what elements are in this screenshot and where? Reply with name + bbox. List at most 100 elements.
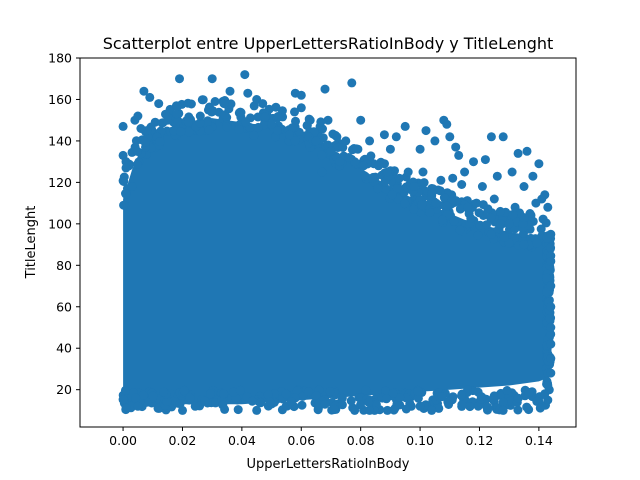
y-tick-label: 160 [48, 92, 72, 107]
data-point [332, 132, 342, 142]
data-point [368, 173, 378, 183]
data-point [366, 151, 376, 161]
data-point [267, 119, 277, 129]
data-point [474, 208, 484, 218]
data-point [488, 394, 498, 404]
data-point [513, 405, 523, 415]
data-point [320, 84, 330, 94]
data-point [236, 108, 246, 117]
data-point [229, 387, 238, 397]
data-point [388, 388, 398, 398]
data-point [395, 393, 405, 402]
data-point [442, 201, 452, 211]
data-point [498, 405, 508, 415]
data-point [252, 405, 262, 415]
data-point [373, 184, 383, 194]
data-point [400, 121, 410, 131]
data-point [546, 339, 556, 349]
data-point [421, 126, 431, 136]
data-point [546, 256, 556, 266]
data-point [499, 232, 509, 242]
data-point [240, 70, 250, 80]
data-point [210, 97, 220, 106]
y-tick-label: 80 [56, 258, 72, 273]
data-point [290, 136, 300, 146]
data-point [207, 107, 216, 117]
x-axis-title: UpperLettersRatioInBody [247, 457, 410, 472]
data-point [425, 207, 435, 217]
y-tick-label: 140 [48, 133, 72, 148]
data-point [119, 177, 129, 186]
data-point [381, 394, 391, 404]
data-point [538, 214, 548, 224]
data-point [415, 144, 425, 154]
data-point [139, 86, 149, 96]
data-point [473, 230, 483, 240]
data-point [292, 386, 302, 396]
data-point [329, 404, 339, 414]
data-point [356, 400, 365, 410]
data-point [356, 115, 366, 125]
data-point [361, 385, 371, 395]
data-point [381, 386, 390, 396]
data-point [510, 202, 520, 212]
x-axis: 0.00 0.02 0.04 0.06 0.08 0.10 0.12 0.14 [109, 427, 553, 448]
data-point [546, 302, 556, 312]
data-point [297, 400, 307, 410]
data-point [119, 200, 129, 210]
x-tick-label: 0.10 [406, 433, 434, 448]
data-point [263, 390, 273, 400]
data-point [335, 157, 345, 167]
data-point [535, 403, 545, 413]
data-point [195, 118, 205, 128]
data-point [273, 126, 282, 136]
data-point [486, 132, 496, 142]
data-point [234, 125, 244, 135]
data-point [138, 390, 148, 400]
data-point [409, 204, 419, 214]
data-point [260, 112, 270, 122]
data-point [409, 182, 419, 191]
data-point [418, 167, 428, 177]
y-axis: 20 40 60 80 100 120 140 160 180 [48, 51, 80, 397]
data-point [401, 404, 411, 414]
data-point [133, 111, 143, 121]
data-point [287, 123, 297, 133]
data-point [528, 171, 538, 181]
data-point [387, 190, 397, 200]
data-point [325, 387, 335, 396]
data-point [207, 74, 217, 84]
data-point [148, 391, 158, 401]
data-point [344, 153, 354, 162]
data-point [400, 199, 410, 209]
data-point [163, 115, 173, 125]
data-point [235, 385, 245, 395]
data-point [546, 368, 556, 378]
y-tick-label: 180 [48, 51, 72, 66]
data-point [504, 219, 514, 229]
data-point [374, 161, 383, 171]
data-point [172, 109, 181, 119]
chart-title: Scatterplot entre UpperLettersRatioInBod… [103, 34, 554, 53]
data-point [519, 213, 529, 223]
data-point [457, 400, 467, 410]
data-point [173, 116, 183, 126]
data-point [430, 136, 440, 146]
data-point [247, 396, 257, 406]
data-point [480, 155, 490, 165]
data-point [204, 125, 214, 135]
data-point [469, 157, 478, 167]
data-point [489, 194, 499, 204]
data-point [183, 117, 193, 127]
data-point [413, 393, 423, 403]
data-point [290, 107, 299, 117]
data-point [179, 385, 189, 395]
data-point [534, 159, 544, 169]
data-point [439, 193, 449, 203]
data-point [118, 395, 128, 405]
data-point [296, 103, 306, 113]
data-point [121, 403, 131, 413]
plot-frame [79, 57, 577, 428]
data-point [543, 381, 553, 390]
data-point [502, 386, 512, 395]
